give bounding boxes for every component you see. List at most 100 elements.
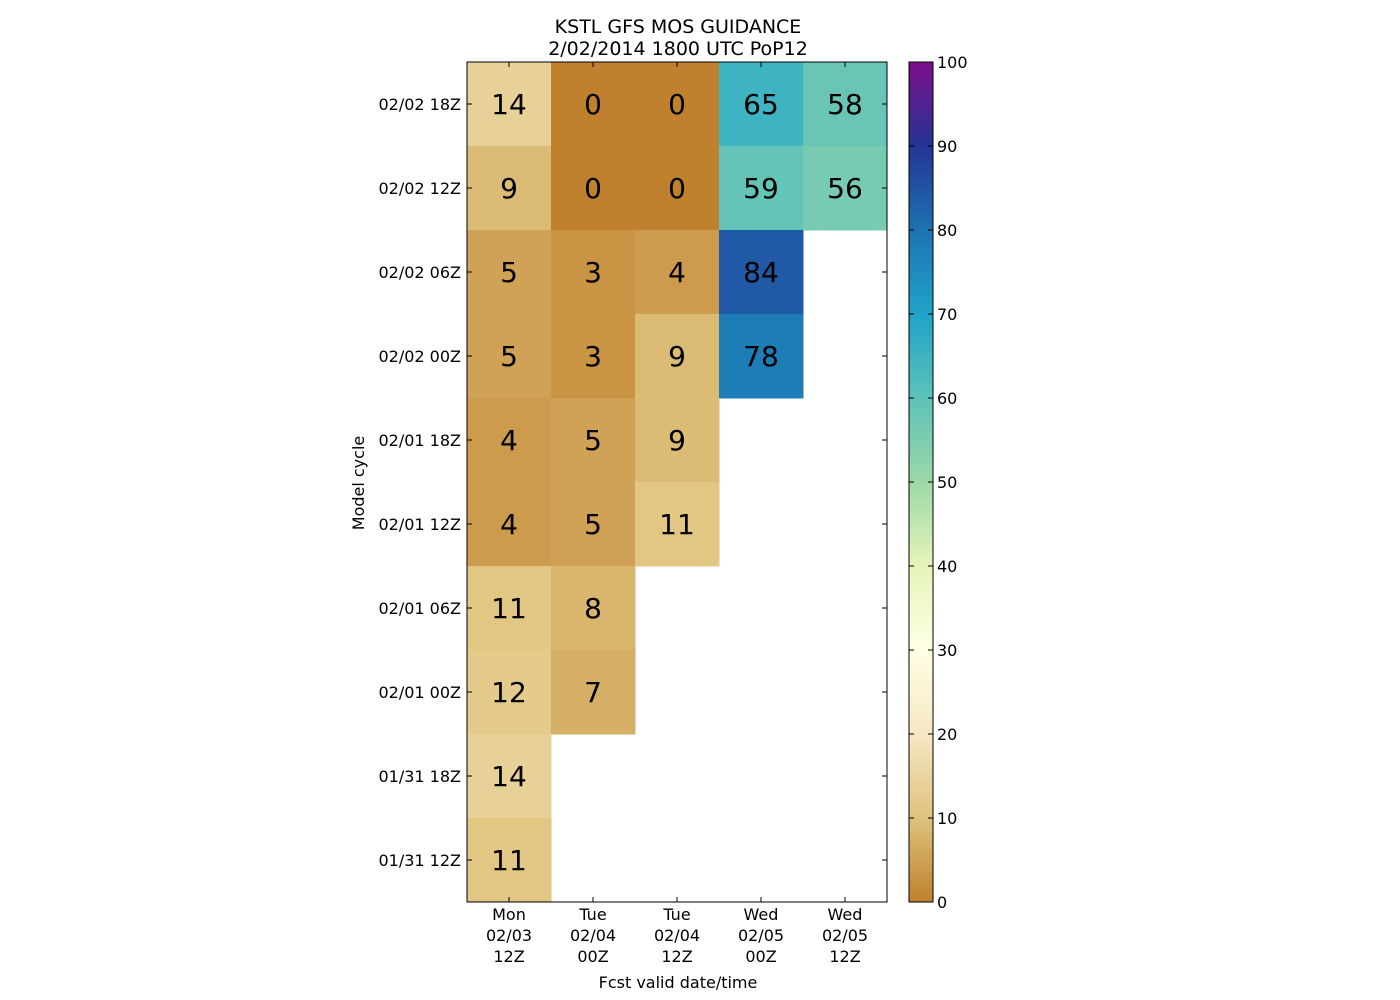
heatmap-cell [719,146,804,231]
cell-value-label: 9 [668,424,686,457]
heatmap-cell [635,314,720,399]
cell-value-label: 14 [491,760,527,793]
colorbar-tick-label: 0 [937,893,947,912]
heatmap-cell [803,62,888,147]
x-tick-label: 02/05 [738,926,784,945]
heatmap-cell [551,650,636,735]
cell-value-label: 14 [491,88,527,121]
cell-value-label: 11 [659,508,695,541]
colorbar-tick-label: 20 [937,725,957,744]
y-ticks: 02/02 18Z 02/02 12Z 02/02 06Z 02/02 00Z 02/0… [378,95,887,870]
y-tick-label: 02/01 00Z [378,683,461,702]
heatmap-cell [551,62,636,147]
x-tick-label: Tue [662,905,690,924]
y-tick-label: 02/01 12Z [378,515,461,534]
heatmap-cell [551,146,636,231]
cell-value-label: 0 [584,172,602,205]
heatmap-cell [467,566,552,651]
x-tick-label: 12Z [661,947,692,966]
colorbar-tick-label: 80 [937,221,957,240]
heatmap-cell [467,818,552,903]
x-tick-label: Tue [578,905,606,924]
colorbar-tick-label: 100 [937,53,968,72]
cell-value-label: 58 [827,88,863,121]
heatmap-cell [803,146,888,231]
y-tick-label: 02/02 18Z [378,95,461,114]
heatmap-cell [467,314,552,399]
x-axis-label: Fcst valid date/time [599,973,758,992]
cell-value-label: 56 [827,172,863,205]
cell-value-label: 84 [743,256,779,289]
cell-value-label: 65 [743,88,779,121]
cell-value-label: 3 [584,256,602,289]
x-tick-label: 00Z [745,947,776,966]
colorbar-tick-label: 70 [937,305,957,324]
heatmap-cell [467,398,552,483]
heatmap-cell [719,314,804,399]
cell-value-label: 4 [500,508,518,541]
cell-value-label: 4 [668,256,686,289]
cell-value-label: 3 [584,340,602,373]
chart-title: KSTL GFS MOS GUIDANCE [555,16,802,38]
cell-value-label: 11 [491,592,527,625]
heatmap-cell [551,314,636,399]
cell-value-label: 4 [500,424,518,457]
heatmap-cell [467,230,552,315]
heatmap-cell [467,482,552,567]
heatmap-cell [551,566,636,651]
colorbar-tick-label: 90 [937,137,957,156]
chart-subtitle: 2/02/2014 1800 UTC PoP12 [548,38,808,60]
x-tick-label: 02/04 [570,926,616,945]
x-tick-label: Mon [492,905,526,924]
heatmap-cell [467,650,552,735]
x-tick-label: 00Z [577,947,608,966]
y-tick-label: 01/31 12Z [378,851,461,870]
heatmap-cell [635,482,720,567]
y-tick-label: 02/02 12Z [378,179,461,198]
heatmap-cells [467,62,888,903]
y-axis-label: Model cycle [349,436,368,530]
heatmap-cell [551,482,636,567]
colorbar-tick-label: 10 [937,809,957,828]
cell-value-label: 12 [491,676,527,709]
cell-value-label: 59 [743,172,779,205]
x-tick-label: 12Z [829,947,860,966]
colorbar-ticks: 0 10 20 30 40 50 60 70 80 90 100 [909,53,968,912]
x-tick-label: Wed [828,905,863,924]
x-ticks: Mon 02/03 12Z Tue 02/04 00Z Tue 02/04 12Z Wed 02/0… [486,62,868,966]
cell-value-label: 5 [500,340,518,373]
x-tick-label: 02/03 [486,926,532,945]
heatmap-cell [551,230,636,315]
colorbar-tick-label: 40 [937,557,957,576]
heatmap-cell [635,146,720,231]
colorbar-tick-label: 50 [937,473,957,492]
cell-value-label: 0 [668,88,686,121]
cell-value-label: 5 [500,256,518,289]
cell-value-label: 0 [668,172,686,205]
x-tick-label: 02/05 [822,926,868,945]
y-tick-label: 02/01 06Z [378,599,461,618]
y-tick-label: 02/02 00Z [378,347,461,366]
colorbar-tick-label: 30 [937,641,957,660]
y-tick-label: 02/02 06Z [378,263,461,282]
heatmap-cell [635,62,720,147]
cell-value-label: 5 [584,508,602,541]
cell-value-label: 9 [668,340,686,373]
heatmap-cell [467,734,552,819]
cell-value-label: 5 [584,424,602,457]
x-tick-label: 02/04 [654,926,700,945]
cell-value-label: 78 [743,340,779,373]
cell-value-label: 8 [584,592,602,625]
heatmap-cell [719,62,804,147]
heatmap-cell [551,398,636,483]
x-tick-label: 12Z [493,947,524,966]
cell-value-label: 0 [584,88,602,121]
heatmap-cell [719,230,804,315]
cell-value-label: 11 [491,844,527,877]
heatmap-cell [635,230,720,315]
cell-value-label: 7 [584,676,602,709]
y-tick-label: 01/31 18Z [378,767,461,786]
colorbar-tick-label: 60 [937,389,957,408]
